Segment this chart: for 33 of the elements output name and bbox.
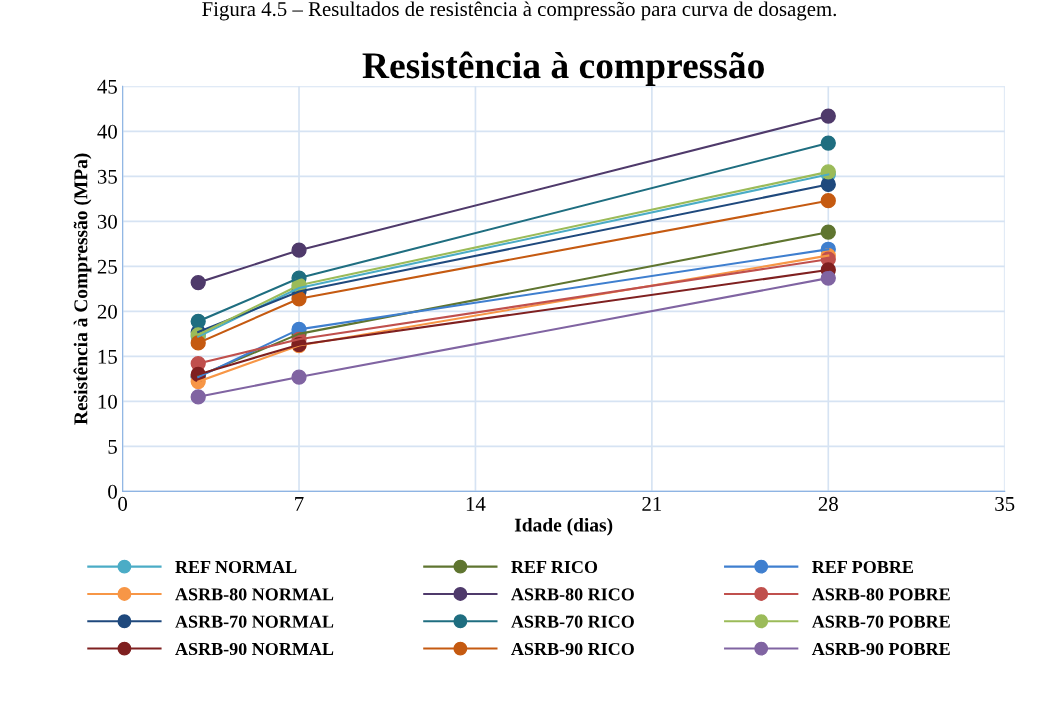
y-tick-label: 35 <box>97 169 117 184</box>
y-tick-label: 45 <box>97 79 117 94</box>
y-tick-label: 20 <box>97 304 117 319</box>
x-tick-label: 0 <box>118 496 128 511</box>
y-tick-label: 25 <box>97 259 117 274</box>
x-tick-label: 14 <box>466 496 486 511</box>
legend-label: ASRB-90 NORMAL <box>175 642 334 656</box>
legend-label: ASRB-80 RICO <box>511 588 634 601</box>
legend-label: REF RICO <box>511 560 598 574</box>
y-tick-label: 40 <box>97 124 117 139</box>
legend-label: REF POBRE <box>812 560 913 574</box>
y-tick-label: 0 <box>108 484 117 499</box>
y-tick-label: 5 <box>108 439 117 454</box>
legend-label: ASRB-70 NORMAL <box>175 615 334 628</box>
legend-label: ASRB-80 NORMAL <box>175 588 334 601</box>
legend-label: REF NORMAL <box>175 560 297 574</box>
x-axis-title: Idade (dias) <box>514 517 613 536</box>
legend-label: ASRB-70 RICO <box>511 615 634 628</box>
x-tick-label: 35 <box>995 496 1015 511</box>
y-tick-label: 10 <box>98 394 117 409</box>
chart-title: Resistência à compressão <box>362 51 764 86</box>
legend-label: ASRB-70 POBRE <box>811 615 950 628</box>
text: Figura 4.5 – Resultados de resistência à compressão para curva de dosagem. <box>202 1 837 21</box>
y-tick-label: 15 <box>98 349 117 364</box>
point <box>820 193 836 209</box>
x-tick-label: 28 <box>818 496 838 511</box>
y-axis-title: Resistência à Compressão (MPa) <box>73 153 92 425</box>
legend-label: ASRB-80 POBRE <box>811 588 950 601</box>
legend-label: ASRB-90 POBRE <box>811 642 950 656</box>
x-tick-label: 7 <box>295 497 304 511</box>
y-tick-label: 30 <box>97 214 117 229</box>
legend-label: ASRB-90 RICO <box>511 642 634 656</box>
x-tick-label: 21 <box>642 496 662 511</box>
